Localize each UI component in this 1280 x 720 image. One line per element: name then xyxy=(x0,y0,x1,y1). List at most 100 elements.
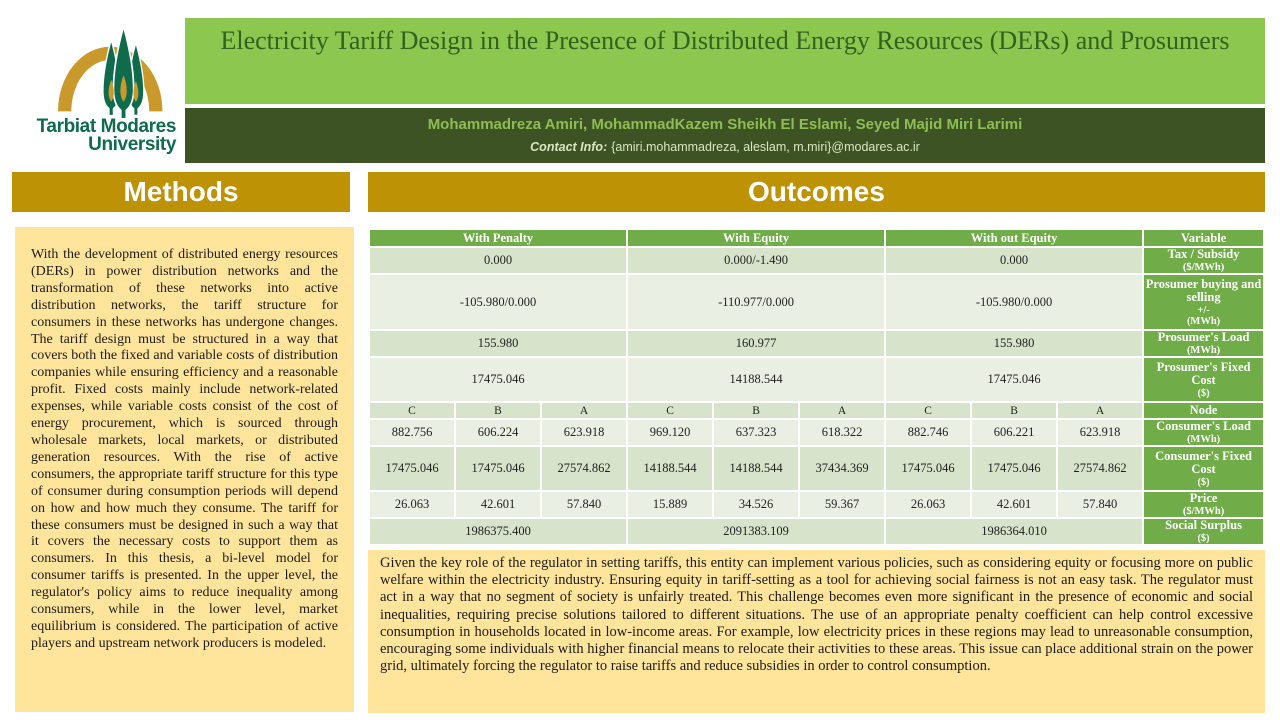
table-cell: 17475.046 xyxy=(886,358,1143,401)
col-header-variable: Variable xyxy=(1144,230,1264,246)
results-table: With Penalty With Equity With out Equity… xyxy=(368,228,1265,546)
node-cell: B xyxy=(972,403,1057,418)
variable-sign: +/- xyxy=(1197,304,1210,316)
university-name-line2: University xyxy=(88,134,176,155)
table-cell: 155.980 xyxy=(886,331,1143,356)
contact-label: Contact Info: xyxy=(530,140,608,154)
variable-name: Node xyxy=(1189,402,1218,417)
table-cell: 14188.544 xyxy=(628,358,885,401)
variable-unit: ($) xyxy=(1197,387,1210,399)
col-header-with-equity: With Equity xyxy=(628,230,885,246)
poster-title: Electricity Tariff Design in the Presenc… xyxy=(220,26,1230,55)
variable-name: Prosumer's Load xyxy=(1157,330,1250,345)
variable-unit: (MWh) xyxy=(1186,344,1221,356)
variable-name: Price xyxy=(1189,491,1218,506)
variable-label-consumer-fixed-cost: Consumer's Fixed Cost ($) xyxy=(1144,447,1264,490)
table-cell: 17475.046 xyxy=(370,447,454,490)
variable-unit: ($) xyxy=(1197,532,1210,544)
title-bar: Electricity Tariff Design in the Presenc… xyxy=(185,18,1265,104)
outcomes-heading: Outcomes xyxy=(368,172,1265,212)
university-logo-icon xyxy=(58,25,163,120)
authors-bar: Mohammadreza Amiri, MohammadKazem Sheikh… xyxy=(185,108,1265,163)
table-cell: -105.980/0.000 xyxy=(370,275,627,329)
variable-label-prosumer-load: Prosumer's Load (MWh) xyxy=(1144,330,1264,356)
variable-label-prosumer-buy-sell: Prosumer buying and selling +/- (MWh) xyxy=(1144,275,1264,329)
contact-value: {amiri.mohammadreza, aleslam, m.miri}@mo… xyxy=(611,140,920,154)
table-cell: 42.601 xyxy=(456,492,540,517)
outcomes-text: Given the key role of the regulator in s… xyxy=(368,550,1265,713)
table-cell: 1986375.400 xyxy=(370,519,627,544)
table-cell: 15.889 xyxy=(628,492,713,517)
node-cell: A xyxy=(1058,403,1143,418)
variable-label-price: Price ($/MWh) xyxy=(1144,491,1264,517)
methods-heading: Methods xyxy=(12,172,350,212)
variable-name: Social Surplus xyxy=(1165,518,1242,533)
node-cell: B xyxy=(714,403,799,418)
variable-name: Prosumer buying and selling xyxy=(1145,276,1262,304)
table-cell: 0.000 xyxy=(886,248,1143,273)
university-name: Tarbiat Modares University xyxy=(8,116,184,155)
variable-name: Tax / Subsidy xyxy=(1167,247,1240,262)
university-name-line1: Tarbiat Modares xyxy=(36,116,177,137)
variable-name: Consumer's Load xyxy=(1156,419,1251,434)
col-header-without-equity: With out Equity xyxy=(886,230,1143,246)
table-cell: 637.323 xyxy=(714,420,799,445)
table-cell: 37434.369 xyxy=(800,447,885,490)
variable-label-node: Node xyxy=(1144,402,1264,418)
university-logo: Tarbiat Modares University xyxy=(8,2,184,164)
table-cell: 17475.046 xyxy=(972,447,1057,490)
table-cell: 0.000 xyxy=(370,248,627,273)
node-cell: A xyxy=(800,403,885,418)
table-cell: 57.840 xyxy=(1058,492,1143,517)
table-cell: 17475.046 xyxy=(456,447,540,490)
table-cell: 1986364.010 xyxy=(886,519,1143,544)
variable-unit: ($/MWh) xyxy=(1182,505,1225,517)
table-cell: 969.120 xyxy=(628,420,713,445)
table-cell: 2091383.109 xyxy=(628,519,885,544)
node-cell: C xyxy=(628,403,713,418)
table-cell: 623.918 xyxy=(1058,420,1143,445)
variable-label-prosumer-fixed-cost: Prosumer's Fixed Cost ($) xyxy=(1144,358,1264,401)
variable-unit: (MWh) xyxy=(1186,315,1221,327)
table-cell: -110.977/0.000 xyxy=(628,275,885,329)
table-cell: 26.063 xyxy=(886,492,971,517)
contact-info: Contact Info: {amiri.mohammadreza, alesla… xyxy=(185,133,1265,154)
col-header-with-penalty: With Penalty xyxy=(370,230,627,246)
table-cell: 27574.862 xyxy=(1058,447,1143,490)
table-cell: 882.746 xyxy=(886,420,971,445)
authors: Mohammadreza Amiri, MohammadKazem Sheikh… xyxy=(427,116,1023,133)
table-cell: 59.367 xyxy=(800,492,885,517)
table-cell: 17475.046 xyxy=(370,358,627,401)
table-cell: 34.526 xyxy=(714,492,799,517)
table-cell: 160.977 xyxy=(628,331,885,356)
table-cell: 606.221 xyxy=(972,420,1057,445)
table-cell: 27574.862 xyxy=(542,447,627,490)
table-cell: -105.980/0.000 xyxy=(886,275,1143,329)
table-cell: 14188.544 xyxy=(714,447,799,490)
methods-text: With the development of distributed ener… xyxy=(15,227,354,712)
variable-name: Consumer's Fixed Cost xyxy=(1155,448,1252,476)
node-cell: B xyxy=(456,403,540,418)
table-cell: 0.000/-1.490 xyxy=(628,248,885,273)
variable-label-consumer-load: Consumer's Load (MWh) xyxy=(1144,419,1264,445)
variable-unit: (MWh) xyxy=(1186,433,1221,445)
variable-label-social-surplus: Social Surplus ($) xyxy=(1144,518,1264,544)
variable-name: Prosumer's Fixed Cost xyxy=(1156,359,1251,387)
cypress-trees-icon xyxy=(102,25,145,120)
table-cell: 17475.046 xyxy=(886,447,971,490)
node-cell: C xyxy=(886,403,971,418)
table-cell: 882.756 xyxy=(370,420,454,445)
node-cell: A xyxy=(542,403,627,418)
node-cell: C xyxy=(370,403,454,418)
table-cell: 606.224 xyxy=(456,420,540,445)
variable-unit: ($/MWh) xyxy=(1182,261,1225,273)
table-cell: 26.063 xyxy=(370,492,454,517)
table-cell: 14188.544 xyxy=(628,447,713,490)
table-cell: 57.840 xyxy=(542,492,627,517)
variable-unit: ($) xyxy=(1197,476,1210,488)
table-cell: 618.322 xyxy=(800,420,885,445)
table-cell: 623.918 xyxy=(542,420,627,445)
table-cell: 155.980 xyxy=(370,331,627,356)
variable-label-tax-subsidy: Tax / Subsidy ($/MWh) xyxy=(1144,247,1264,273)
